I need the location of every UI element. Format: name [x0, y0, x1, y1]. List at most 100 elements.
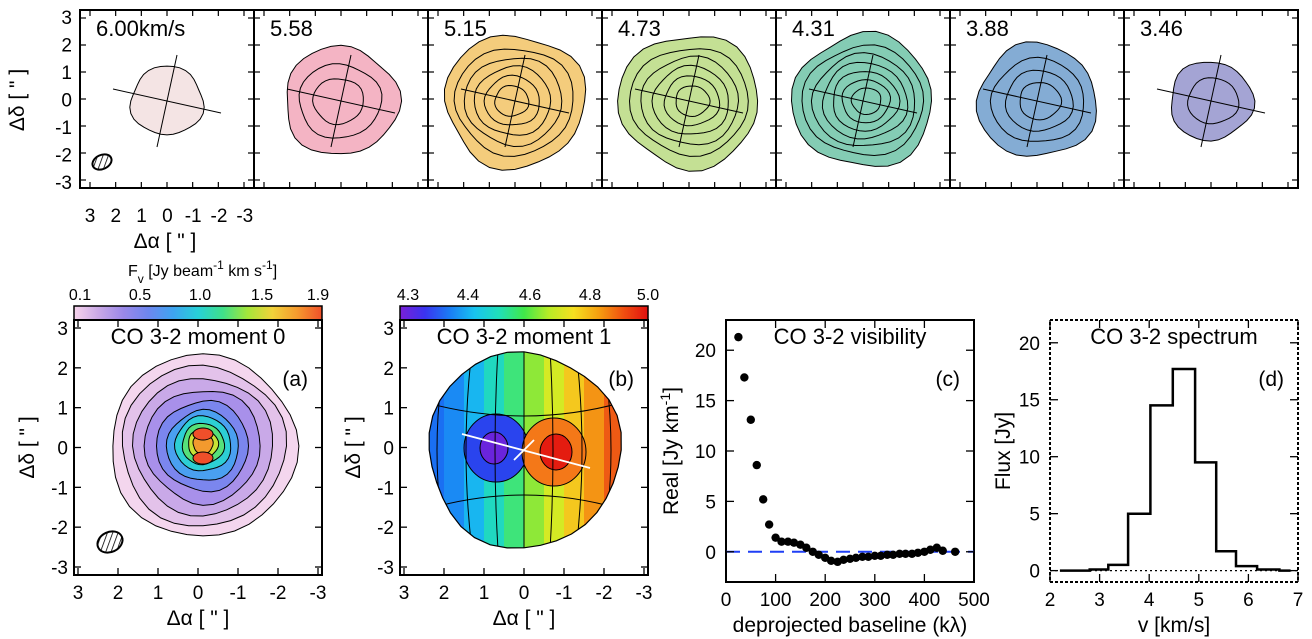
visibility-point: [888, 550, 898, 559]
moment0-colorbar-bar: [73, 305, 323, 321]
moment0-y-tick-label: 3: [57, 319, 68, 340]
channel-x-tick-label: 0: [162, 206, 173, 227]
moment0-colorbar-tick: 1.0: [189, 287, 211, 304]
moment1-y-tick-label: 1: [383, 399, 394, 420]
visibility-point: [938, 546, 947, 555]
moment0-colorbar-ticks: 0.1 0.5 1.0 1.5 1.9: [69, 287, 329, 304]
channel-panel: 3.46: [1123, 9, 1299, 189]
visibility-point: [870, 551, 879, 560]
channel-contour: [1019, 82, 1063, 121]
spectrum-x-tick-label: 5: [1194, 590, 1205, 611]
moment1-isovelocity-contour: [429, 494, 622, 511]
visibility-point: [864, 552, 873, 562]
moment1-band: [584, 351, 606, 548]
moment0-x-tick-label: -3: [310, 583, 327, 604]
moment1-isovelocity-contour: [429, 401, 622, 417]
moment0-peak-contour: [192, 427, 214, 441]
channel-y-tick-label: -3: [55, 173, 72, 194]
moment0-x-tick-label: 3: [73, 583, 84, 604]
visibility-y-tick-label: 0: [705, 543, 716, 564]
moment1-x-tick-label: -3: [636, 583, 653, 604]
moment0-y-tick-label: 2: [57, 359, 68, 380]
visibility-x-tick-label: 0: [721, 590, 732, 611]
channel-y-ticks: 3 2 1 0 -1 -2 -3: [55, 8, 72, 194]
moment1-panel-label: (b): [608, 368, 634, 391]
moment0-peak-contour: [192, 451, 214, 465]
moment1-y-axis-label: Δδ [ " ]: [342, 416, 365, 478]
moment0-x-tick-label: -1: [230, 583, 247, 604]
visibility-frame: [725, 319, 975, 583]
channel-y-axis-label: Δδ [ " ]: [6, 69, 29, 131]
visibility-point: [802, 543, 811, 552]
visibility-x-tick-label: 100: [760, 590, 792, 611]
spectrum-y-tick-label: 15: [1019, 391, 1040, 412]
beam-ellipse: [91, 153, 113, 171]
moment1-y-tick-label: 0: [383, 439, 394, 460]
visibility-point: [734, 332, 743, 342]
channel-velocity-label: 5.15: [444, 16, 487, 41]
moment1-y-tick-label: 3: [383, 319, 394, 340]
moment0-colorbar-tick: 0.1: [69, 287, 91, 304]
visibility-y-tick-label: 5: [705, 492, 716, 513]
spectrum-panel: 2 3 4 5 6 7 0 5 10 15 20 CO 3-2 spectrum(d) v [km/s]…: [992, 319, 1303, 637]
moment1-x-tick-label: 1: [479, 583, 490, 604]
channel-panel: 3.88: [949, 9, 1125, 189]
visibility-point: [901, 549, 910, 558]
visibility-title: CO 3-2 visibility: [774, 324, 927, 349]
channel-minor-axis: [504, 54, 526, 148]
moment1-title: CO 3-2 moment 1: [437, 324, 612, 349]
channel-contour: [312, 78, 364, 126]
moment1-x-tick-label: -2: [596, 583, 613, 604]
moment1-blue-peak: [479, 431, 509, 465]
moment1-x-axis-label: Δα [ " ]: [493, 607, 556, 630]
spectrum-x-tick-label: 6: [1243, 590, 1254, 611]
channel-velocity-label: 3.88: [966, 16, 1009, 41]
visibility-point: [740, 373, 749, 382]
spectrum-x-tick-label: 2: [1045, 590, 1056, 611]
moment0-x-tick-label: 1: [153, 583, 164, 604]
visibility-point: [895, 549, 904, 558]
moment1-disk-edge: [428, 351, 622, 549]
channel-x-axis-label: Δα [ " ]: [134, 230, 197, 253]
spectrum-title: CO 3-2 spectrum: [1090, 324, 1258, 349]
channel-minor-axis: [678, 54, 700, 148]
channel-panel: 5.15: [427, 9, 603, 189]
moment0-y-tick-label: -2: [51, 518, 68, 539]
moment0-y-tick-label: 1: [57, 399, 68, 420]
moment0-x-tick-label: -2: [270, 583, 287, 604]
moment1-x-tick-label: 3: [399, 583, 410, 604]
channel-y-tick-label: -1: [55, 118, 72, 139]
channel-minor-axis: [330, 54, 352, 148]
moment0-colorbar-tick: 0.5: [129, 287, 151, 304]
visibility-x-axis-label: deprojected baseline (kλ): [733, 614, 968, 637]
visibility-panel: 0 100 200 300 400 500 0 5 10 15 20 CO 3-2 visibilit…: [657, 319, 990, 637]
channel-y-tick-label: 3: [61, 8, 72, 29]
spectrum-background: [1050, 320, 1298, 582]
moment1-isovelocity-contour: [575, 351, 583, 548]
channel-x-tick-label: -1: [185, 206, 202, 227]
moment1-disk: [429, 351, 622, 548]
visibility-point: [746, 415, 755, 424]
channel-x-ticks: 3 2 1 0 -1 -2 -3: [85, 206, 254, 227]
channel-velocity-label: 6.00km/s: [96, 16, 185, 41]
moment1-colorbar-tick: 4.4: [457, 287, 479, 304]
moment0-y-tick-label: -3: [51, 558, 68, 579]
channel-velocity-label: 3.46: [1140, 16, 1183, 41]
moment1-colorbar-ticks: 4.3 4.4 4.6 4.8 5.0: [397, 287, 659, 304]
visibility-point: [826, 556, 836, 566]
visibility-point: [839, 555, 848, 565]
moment0-panel-label: (a): [282, 368, 308, 391]
spectrum-y-tick-label: 10: [1019, 448, 1040, 469]
spectrum-y-tick-label: 20: [1019, 334, 1040, 355]
moment1-colorbar-tick: 5.0: [637, 287, 659, 304]
channel-x-tick-label: 1: [136, 206, 147, 227]
channel-panel: 4.31: [775, 9, 951, 189]
moment0-colorbar-tick: 1.9: [307, 287, 329, 304]
channel-y-tick-label: 0: [61, 91, 72, 112]
visibility-point: [913, 548, 923, 557]
channel-x-tick-label: -3: [236, 206, 253, 227]
moment1-band: [444, 351, 466, 548]
visibility-point: [814, 550, 823, 559]
moment1-y-tick-label: -1: [377, 478, 394, 499]
spectrum-x-axis-label: v [km/s]: [1138, 614, 1210, 637]
